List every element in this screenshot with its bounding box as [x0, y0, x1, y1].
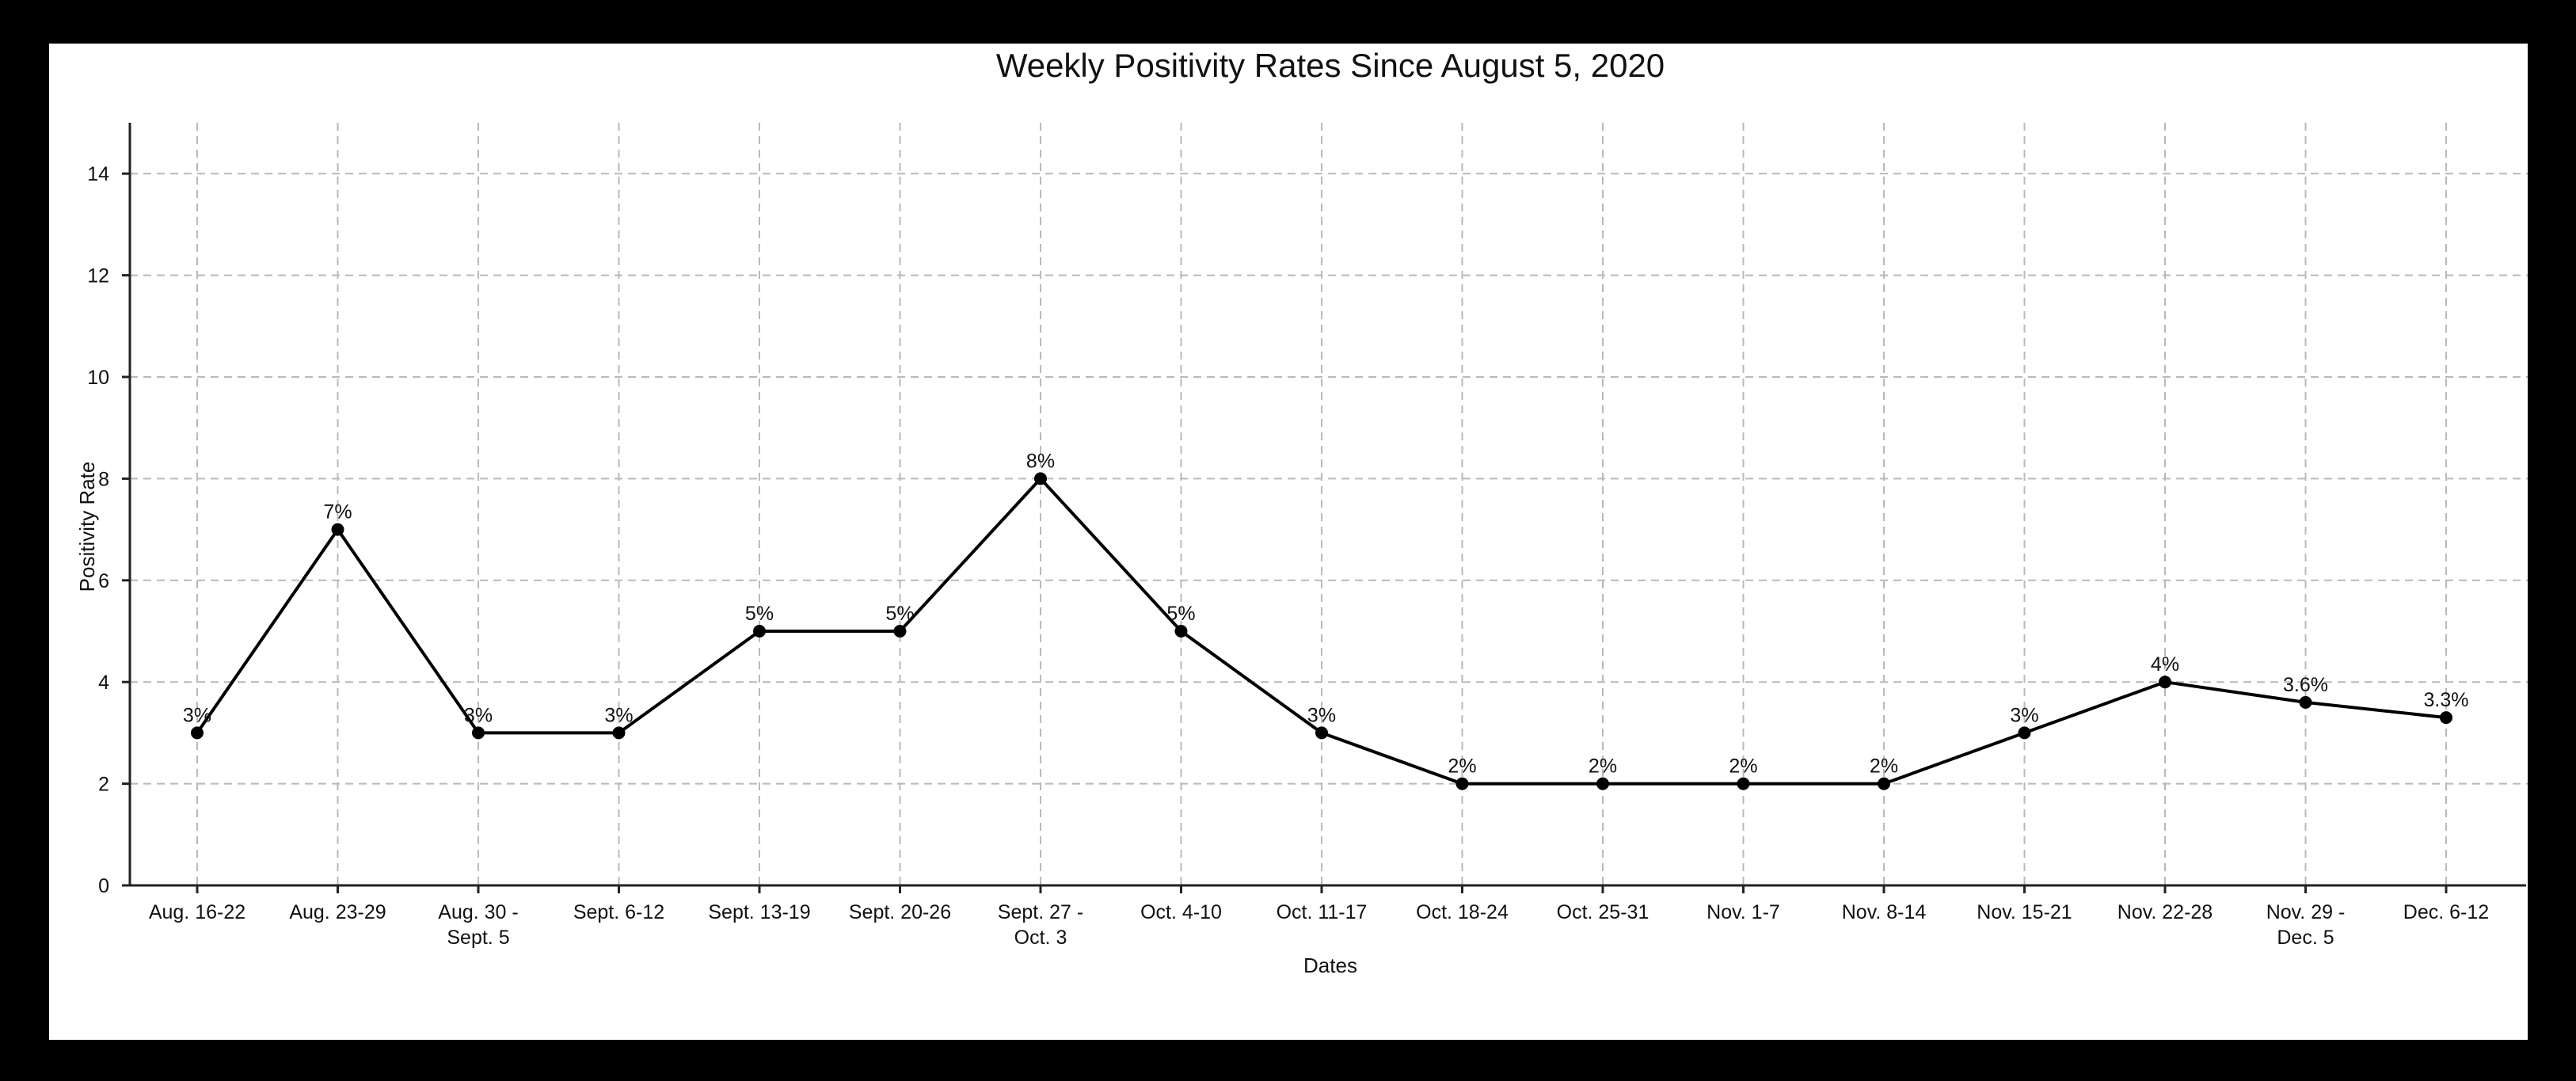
x-axis-label: Dates — [1303, 953, 1357, 977]
x-tick-label: Sept. 27 -Oct. 3 — [998, 901, 1083, 949]
tick-labels: 0 2 4 6 8 10 12 14 Aug. 16-22 Aug. 23-29 Aug. 30 -… — [87, 163, 2489, 949]
data-point — [1878, 777, 1890, 790]
line-chart: Weekly Positivity Rates Since August 5, … — [75, 47, 2528, 977]
data-label: 3% — [604, 704, 633, 726]
y-tick-label: 10 — [87, 367, 109, 389]
x-tick-label: Nov. 1-7 — [1707, 901, 1780, 923]
x-tick-label: Nov. 8-14 — [1842, 901, 1927, 923]
x-tick-label: Oct. 25-31 — [1557, 901, 1649, 923]
data-label: 2% — [1870, 756, 1898, 778]
x-tick-label: Dec. 6-12 — [2403, 901, 2489, 923]
data-label: 3% — [464, 704, 493, 726]
data-label: 2% — [1448, 756, 1476, 778]
x-tick-label: Sept. 6-12 — [573, 901, 664, 923]
data-point — [1737, 777, 1750, 790]
y-tick-label: 4 — [98, 672, 109, 694]
x-tick-label: Aug. 16-22 — [149, 901, 245, 923]
x-tick-label: Aug. 23-29 — [289, 901, 386, 923]
data-point — [2159, 676, 2171, 689]
data-label: 5% — [1166, 603, 1195, 625]
data-label: 4% — [2151, 653, 2179, 676]
y-tick-label: 12 — [87, 265, 109, 287]
chart-frame: Weekly Positivity Rates Since August 5, … — [49, 44, 2528, 1040]
y-tick-label: 6 — [98, 570, 109, 592]
x-tick-label: Oct. 11-17 — [1277, 901, 1368, 923]
y-tick-label: 2 — [98, 774, 109, 796]
data-point — [612, 726, 626, 740]
data-label: 2% — [1729, 756, 1757, 778]
data-point — [1034, 472, 1047, 485]
data-label: 5% — [885, 603, 914, 625]
y-tick-label: 0 — [98, 875, 109, 897]
data-label: 3% — [183, 704, 211, 726]
x-tick-label: Sept. 20-26 — [849, 901, 951, 923]
data-label: 5% — [745, 603, 774, 625]
data-point — [472, 726, 485, 740]
grid-lines — [130, 123, 2528, 885]
data-point — [2299, 695, 2312, 709]
data-label: 8% — [1026, 450, 1055, 472]
x-tick-label: Aug. 30 -Sept. 5 — [438, 901, 518, 949]
chart-title: Weekly Positivity Rates Since August 5, … — [996, 47, 1665, 84]
data-point — [2018, 726, 2031, 740]
data-point — [331, 523, 344, 536]
series — [191, 472, 2452, 790]
data-point — [1455, 777, 1469, 790]
data-label: 7% — [323, 501, 352, 523]
x-tick-label: Oct. 4-10 — [1140, 901, 1222, 923]
data-label: 2% — [1589, 756, 1617, 778]
y-axis-label: Positivity Rate — [75, 462, 99, 592]
data-label: 3.6% — [2283, 674, 2328, 696]
data-point — [753, 625, 766, 638]
data-point — [1174, 625, 1188, 638]
y-tick-label: 8 — [98, 468, 109, 490]
data-labels: 3% 7% 3% 3% 5% 5% 8% 5% 3% 2% 2% 2% 2% 3% 4% 3.6% 3.3% — [183, 450, 2469, 777]
x-tick-label: Oct. 18-24 — [1416, 901, 1509, 923]
data-point — [191, 726, 204, 740]
x-tick-label: Nov. 29 -Dec. 5 — [2266, 901, 2346, 949]
data-point — [1315, 726, 1328, 740]
data-point — [893, 625, 907, 638]
data-label: 3% — [1307, 704, 1336, 726]
data-point — [2440, 711, 2452, 725]
x-tick-label: Nov. 22-28 — [2117, 901, 2213, 923]
x-tick-label: Nov. 15-21 — [1977, 901, 2072, 923]
data-point — [1596, 777, 1609, 790]
y-tick-label: 14 — [87, 163, 109, 185]
x-tick-label: Sept. 13-19 — [708, 901, 810, 923]
axes — [122, 123, 2526, 893]
data-label: 3.3% — [2424, 689, 2469, 711]
data-label: 3% — [2010, 704, 2038, 726]
